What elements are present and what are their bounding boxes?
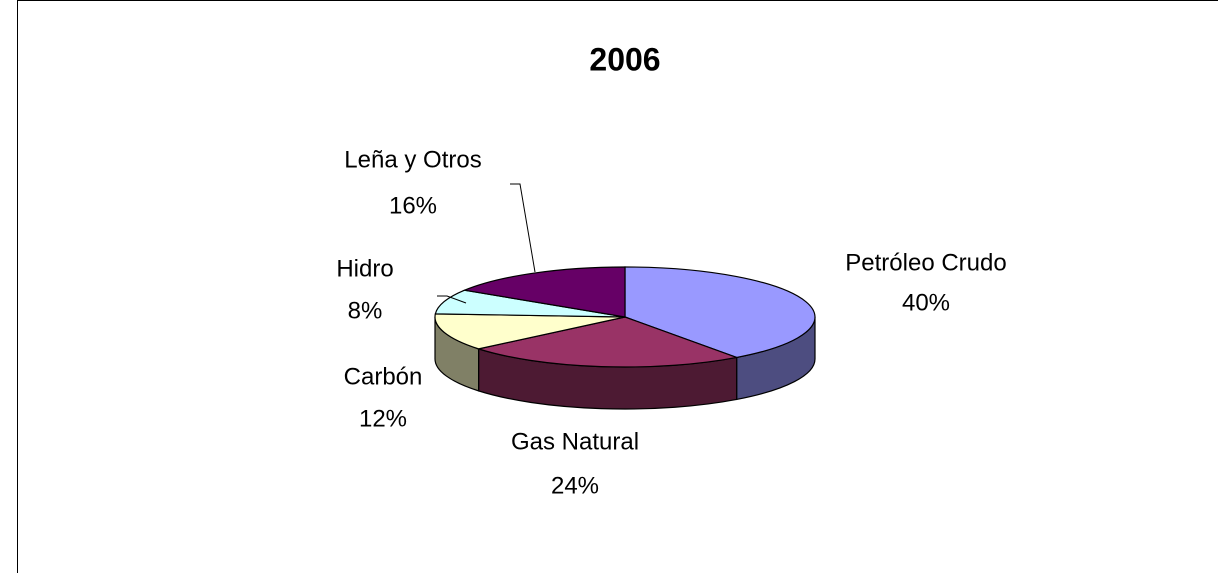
slice bbox=[624, 266, 816, 359]
slice-label: Hidro bbox=[336, 255, 393, 282]
slice-label: Gas Natural bbox=[511, 428, 639, 455]
slice-label: Carbón bbox=[344, 363, 423, 390]
slice-value-label: 40% bbox=[902, 289, 950, 316]
slice-value-label: 8% bbox=[348, 297, 383, 324]
slice bbox=[434, 313, 626, 350]
slice-label: Petróleo Crudo bbox=[845, 249, 1006, 276]
slice bbox=[476, 316, 739, 368]
slice-value-label: 12% bbox=[359, 405, 407, 432]
slice-value-label: 24% bbox=[551, 472, 599, 499]
slice-value-label: 16% bbox=[389, 192, 437, 219]
leader-line bbox=[510, 183, 536, 273]
leader-line bbox=[437, 295, 467, 304]
slice-label: Leña y Otros bbox=[344, 146, 481, 173]
slice bbox=[462, 266, 626, 318]
chart-title: 2006 bbox=[589, 41, 660, 77]
